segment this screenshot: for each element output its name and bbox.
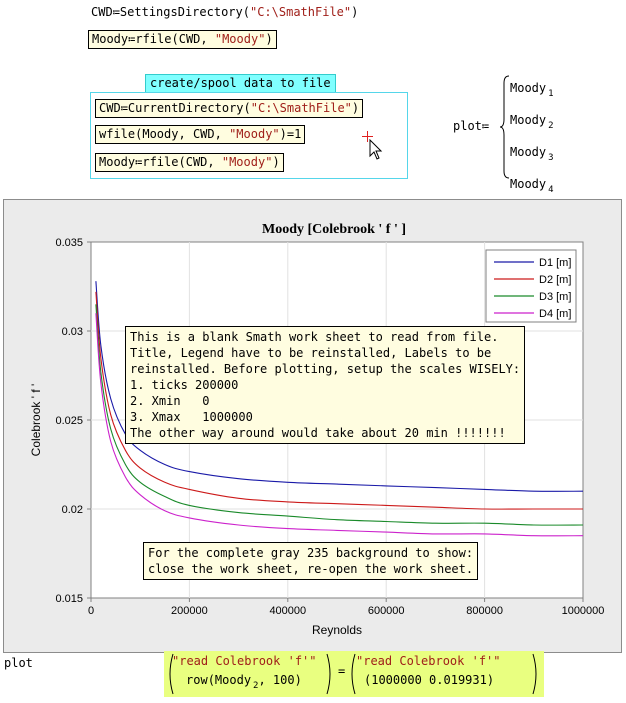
row-call: row(Moody 2, 100)	[186, 673, 302, 691]
series-line-2	[95, 291, 583, 510]
rhs-value-1: 1000000	[371, 673, 422, 687]
assign-operator: ≔	[135, 155, 143, 169]
chart-title: Moody [Colebrook ' f ' ]	[262, 222, 406, 237]
area-wfile-region[interactable]: wfile(Moody, CWD, "Moody")=1	[95, 125, 306, 144]
y-tick-label: 0.03	[62, 326, 83, 338]
insertion-cross-icon	[362, 131, 373, 142]
arg-cwd: CWD	[192, 127, 215, 141]
note-background[interactable]: For the complete gray 235 background to …	[143, 542, 479, 580]
var-plot: plot	[453, 119, 482, 133]
area-rfile-region[interactable]: Moody≔rfile(CWD, "Moody")	[95, 153, 284, 172]
plot-item[interactable]: Moody 1	[510, 81, 554, 99]
rhs-value-2: 0.019931	[429, 673, 487, 687]
rhs-row: (1000000 0.019931)	[364, 673, 495, 687]
wfile-result: 1	[294, 127, 302, 141]
y-tick-label: 0.02	[62, 504, 83, 516]
assign-operator: ≔	[128, 32, 136, 46]
left-brace-icon	[500, 75, 510, 179]
x-tick-label: 400000	[269, 605, 306, 617]
legend-entry: D3 [m]	[539, 291, 571, 303]
string-path: "C:\SmathFile"	[249, 5, 352, 19]
func-row: row	[186, 673, 208, 687]
arg-row-index: 100	[272, 673, 295, 687]
y-axis-label: Colebrook ' f '	[29, 384, 43, 457]
lhs-string: "read Colebrook 'f'"	[172, 654, 317, 668]
string-path: "C:\SmathFile"	[250, 101, 352, 115]
legend-entry: D2 [m]	[539, 274, 571, 286]
arg-moody-string: "Moody"	[229, 127, 280, 141]
series-lines	[95, 281, 584, 537]
right-paren-icon	[532, 653, 537, 695]
equals-sign: =	[338, 664, 346, 678]
plot-items: Moody 1 Moody 2 Moody 3 Moody 4	[510, 75, 554, 203]
assign-operator: ≔	[481, 119, 490, 133]
plot-item[interactable]: Moody 3	[510, 145, 554, 163]
x-tick-label: 200000	[171, 605, 208, 617]
legend: D1 [m] D2 [m] D3 [m] D4 [m]	[485, 249, 577, 323]
x-axis-label: Reynolds	[312, 623, 362, 637]
mouse-pointer-icon	[369, 139, 383, 160]
y-tick-label: 0.015	[55, 593, 83, 605]
rhs-string: "read Colebrook 'f'"	[356, 654, 501, 668]
axis-ticks: 0 200000 400000 600000 800000 1000000 0.015 0.0…	[55, 237, 604, 617]
series-line-3	[95, 304, 584, 526]
func-rfile: rfile	[142, 155, 179, 169]
area-cwd-region[interactable]: CWD≔CurrentDirectory("C:\SmathFile")	[95, 99, 364, 118]
series-line-4	[95, 313, 584, 537]
right-paren-icon	[326, 653, 331, 695]
plot-def-region[interactable]: plot≔	[453, 119, 489, 133]
y-tick-label: 0.025	[55, 415, 83, 427]
x-tick-label: 800000	[466, 605, 503, 617]
var-moody: Moody	[92, 32, 129, 46]
note-instructions[interactable]: This is a blank Smath work sheet to read…	[125, 326, 526, 444]
var-cwd: CWD	[99, 101, 121, 115]
arg-moody: Moody	[214, 673, 252, 687]
x-tick-label: 600000	[368, 605, 405, 617]
spool-area[interactable]	[90, 92, 408, 179]
x-tick-label: 1000000	[562, 605, 605, 617]
row-eval-region[interactable]: "read Colebrook 'f'" row(Moody 2, 100) = …	[164, 651, 544, 697]
moody-rfile-region[interactable]: Moody≔rfile(CWD, "Moody")	[88, 30, 277, 49]
arg-cwd: CWD	[178, 32, 201, 46]
plot-label: plot	[4, 656, 33, 670]
x-tick-label: 0	[88, 605, 94, 617]
var-moody: Moody	[99, 155, 136, 169]
legend-entry: D4 [m]	[539, 308, 571, 320]
area-title[interactable]: create/spool data to file	[145, 74, 336, 93]
left-paren-icon	[351, 653, 356, 695]
arg-moody: Moody	[142, 127, 179, 141]
cwd-settings-region[interactable]: CWD≔SettingsDirectory("C:\SmathFile")	[91, 5, 359, 19]
y-tick-label: 0.035	[55, 237, 83, 249]
arg-moody-string: "Moody"	[221, 155, 273, 169]
arg-cwd: CWD	[185, 155, 208, 169]
assign-operator: ≔	[112, 5, 120, 19]
arg-moody-string: "Moody"	[214, 32, 266, 46]
plot-item[interactable]: Moody 2	[510, 113, 554, 131]
func-rfile: rfile	[135, 32, 172, 46]
legend-entry: D1 [m]	[539, 257, 571, 269]
func-current-directory: CurrentDirectory	[127, 101, 244, 115]
func-wfile: wfile	[99, 127, 136, 141]
plot-item[interactable]: Moody 4	[510, 177, 554, 195]
assign-operator: ≔	[120, 101, 128, 115]
series-line-1	[95, 281, 584, 492]
func-settings-directory: SettingsDirectory	[119, 5, 243, 19]
left-paren-icon	[169, 653, 174, 695]
var-cwd: CWD	[91, 5, 113, 19]
